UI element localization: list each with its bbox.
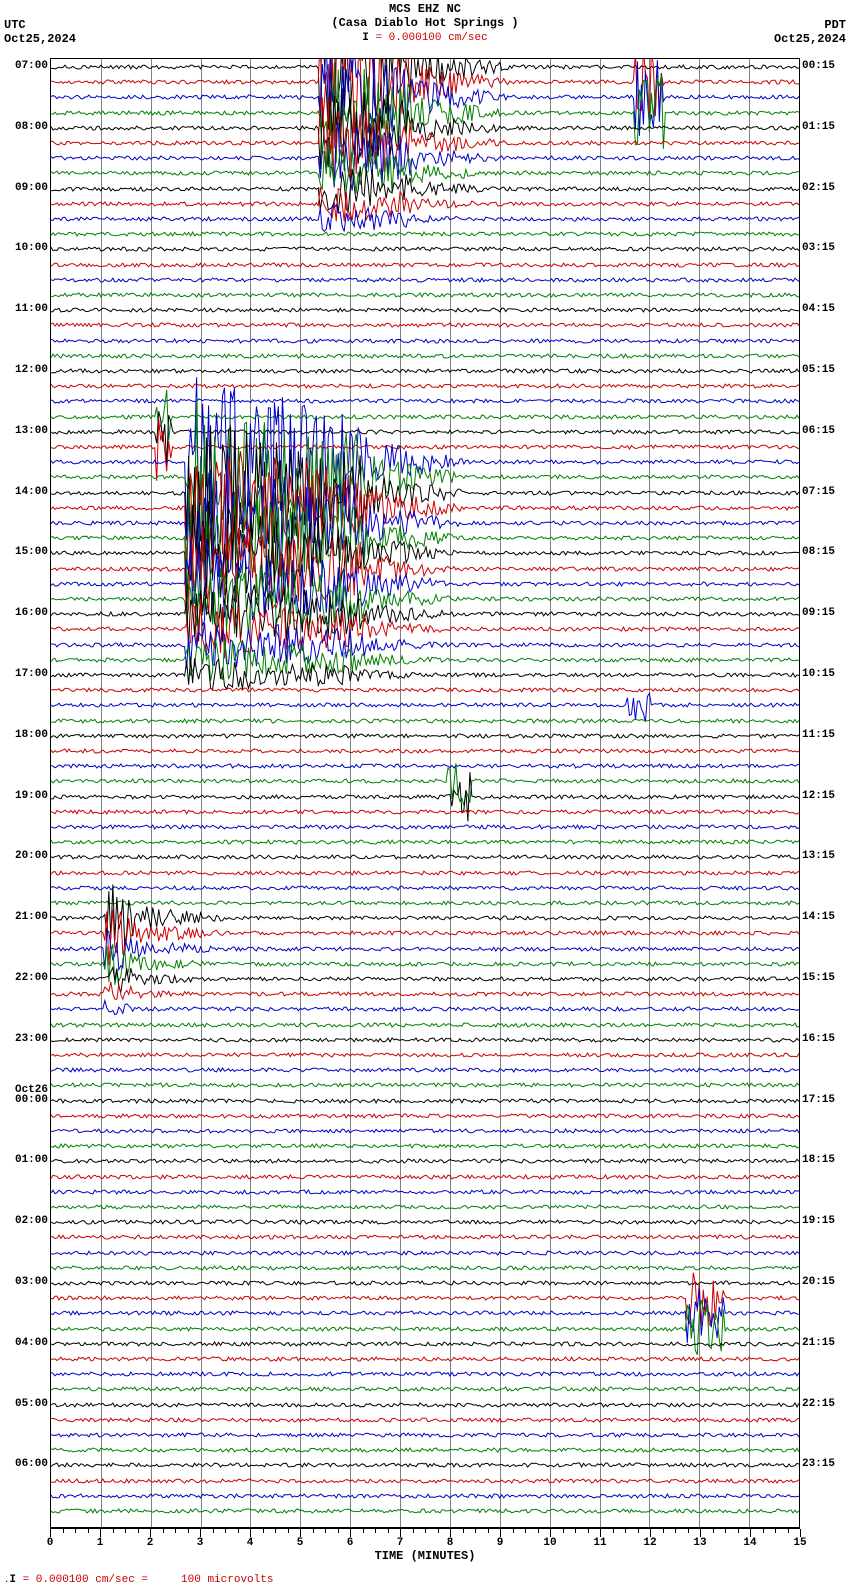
pdt-hour-label: 01:15 (800, 121, 835, 133)
utc-hour-label: 10:00 (15, 242, 50, 254)
pdt-hour-label: 04:15 (800, 303, 835, 315)
utc-hour-label: 13:00 (15, 425, 50, 437)
x-tick-label: 5 (297, 1537, 304, 1549)
x-tick-label: 4 (247, 1537, 254, 1549)
utc-hour-label: 19:00 (15, 790, 50, 802)
seismic-trace (51, 1411, 799, 1528)
utc-hour-label: 18:00 (15, 729, 50, 741)
x-tick-label: 3 (197, 1537, 204, 1549)
x-tick-label: 15 (793, 1537, 806, 1549)
utc-hour-label: 04:00 (15, 1337, 50, 1349)
x-tick-label: 11 (593, 1537, 606, 1549)
utc-hour-label: 16:00 (15, 607, 50, 619)
utc-hour-label: 15:00 (15, 546, 50, 558)
left-timezone-label: UTC Oct25,2024 (4, 18, 76, 46)
utc-hour-label: 00:00 (15, 1094, 50, 1106)
pdt-hour-label: 13:15 (800, 850, 835, 862)
right-tz: PDT (774, 18, 846, 32)
pdt-hour-label: 03:15 (800, 242, 835, 254)
x-tick-label: 7 (397, 1537, 404, 1549)
pdt-hour-label: 06:15 (800, 425, 835, 437)
x-tick-label: 8 (447, 1537, 454, 1549)
pdt-hour-label: 23:15 (800, 1458, 835, 1470)
utc-hour-label: 01:00 (15, 1154, 50, 1166)
pdt-hour-label: 02:15 (800, 182, 835, 194)
left-date: Oct25,2024 (4, 32, 76, 46)
right-timezone-label: PDT Oct25,2024 (774, 18, 846, 46)
utc-hour-label: 11:00 (15, 303, 50, 315)
seismogram-plot: 07:0008:0009:0010:0011:0012:0013:0014:00… (50, 58, 800, 1528)
utc-hour-label: 20:00 (15, 850, 50, 862)
utc-hour-label: 06:00 (15, 1458, 50, 1470)
utc-hour-label: 05:00 (15, 1398, 50, 1410)
right-date: Oct25,2024 (774, 32, 846, 46)
x-tick-label: 14 (743, 1537, 756, 1549)
utc-hour-label: 08:00 (15, 121, 50, 133)
utc-hour-label: 21:00 (15, 911, 50, 923)
pdt-hour-label: 21:15 (800, 1337, 835, 1349)
station-name: (Casa Diablo Hot Springs ) (0, 16, 850, 30)
utc-hour-label: 07:00 (15, 60, 50, 72)
pdt-hour-label: 18:15 (800, 1154, 835, 1166)
utc-hour-label: 03:00 (15, 1276, 50, 1288)
utc-hour-label: 23:00 (15, 1033, 50, 1045)
pdt-hour-label: 14:15 (800, 911, 835, 923)
utc-hour-label: 17:00 (15, 668, 50, 680)
x-tick-label: 0 (47, 1537, 54, 1549)
pdt-hour-label: 19:15 (800, 1215, 835, 1227)
pdt-hour-label: 20:15 (800, 1276, 835, 1288)
footer-scale-note: .I = 0.000100 cm/sec = 100 microvolts (0, 1568, 850, 1592)
x-tick-label: 10 (543, 1537, 556, 1549)
pdt-hour-label: 15:15 (800, 972, 835, 984)
scale-indicator: I = 0.000100 cm/sec (0, 32, 850, 44)
x-axis: 0123456789101112131415 TIME (MINUTES) (50, 1528, 800, 1568)
x-tick-label: 2 (147, 1537, 154, 1549)
pdt-hour-label: 09:15 (800, 607, 835, 619)
pdt-hour-label: 05:15 (800, 364, 835, 376)
pdt-hour-label: 07:15 (800, 486, 835, 498)
x-tick-label: 9 (497, 1537, 504, 1549)
pdt-hour-label: 16:15 (800, 1033, 835, 1045)
utc-hour-label: 22:00 (15, 972, 50, 984)
x-tick-label: 6 (347, 1537, 354, 1549)
pdt-hour-label: 10:15 (800, 668, 835, 680)
x-tick-label: 13 (693, 1537, 706, 1549)
pdt-hour-label: 00:15 (800, 60, 835, 72)
pdt-hour-label: 11:15 (800, 729, 835, 741)
pdt-hour-label: 22:15 (800, 1398, 835, 1410)
utc-hour-label: 09:00 (15, 182, 50, 194)
x-tick-label: 1 (97, 1537, 104, 1549)
station-code: MCS EHZ NC (0, 2, 850, 16)
pdt-hour-label: 12:15 (800, 790, 835, 802)
chart-header: UTC Oct25,2024 PDT Oct25,2024 MCS EHZ NC… (0, 0, 850, 58)
left-tz: UTC (4, 18, 76, 32)
pdt-hour-label: 08:15 (800, 546, 835, 558)
utc-hour-label: 12:00 (15, 364, 50, 376)
x-tick-label: 12 (643, 1537, 656, 1549)
pdt-hour-label: 17:15 (800, 1094, 835, 1106)
utc-hour-label: 14:00 (15, 486, 50, 498)
utc-hour-label: 02:00 (15, 1215, 50, 1227)
x-axis-label: TIME (MINUTES) (50, 1549, 800, 1563)
